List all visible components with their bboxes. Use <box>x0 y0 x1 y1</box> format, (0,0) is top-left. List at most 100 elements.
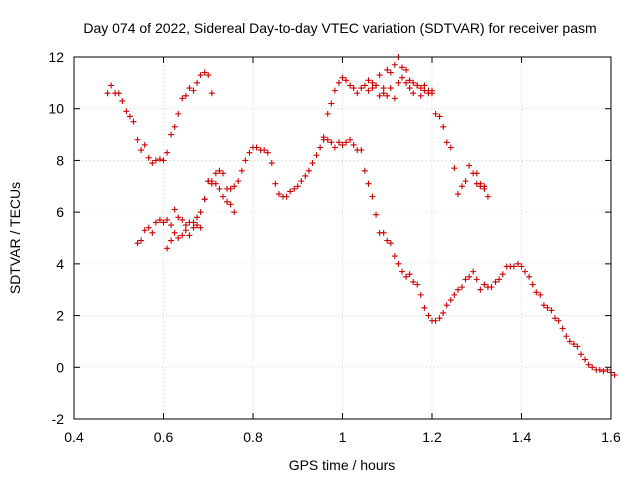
data-point <box>369 85 376 92</box>
data-point <box>194 222 201 229</box>
data-point <box>302 172 309 179</box>
data-point <box>443 139 450 146</box>
y-tick-label: 12 <box>48 49 64 65</box>
data-point <box>201 196 208 203</box>
data-point <box>253 144 260 151</box>
data-point <box>220 193 227 200</box>
data-point <box>208 180 215 187</box>
data-point <box>216 185 223 192</box>
data-point <box>484 193 491 200</box>
data-point <box>205 178 212 185</box>
data-point <box>305 167 312 174</box>
data-point <box>544 304 551 311</box>
data-point <box>462 178 469 185</box>
data-point <box>365 180 372 187</box>
data-point <box>134 136 141 143</box>
data-point <box>149 160 156 167</box>
series-sat-c <box>164 170 238 252</box>
data-point <box>179 95 186 102</box>
data-point <box>220 170 227 177</box>
data-point <box>343 77 350 84</box>
data-point <box>261 147 268 154</box>
data-point <box>387 69 394 76</box>
x-tick-label: 1.4 <box>512 429 532 445</box>
data-point <box>373 82 380 89</box>
data-point <box>403 79 410 86</box>
data-point <box>339 74 346 81</box>
data-point <box>410 278 417 285</box>
data-point <box>164 216 171 223</box>
data-point <box>533 289 540 296</box>
data-point <box>596 366 603 373</box>
data-point <box>324 136 331 143</box>
data-point <box>182 92 189 99</box>
data-point <box>403 66 410 73</box>
data-point <box>108 82 115 89</box>
data-point <box>331 87 338 94</box>
data-point <box>454 286 461 293</box>
data-point <box>399 74 406 81</box>
data-point <box>499 271 506 278</box>
data-point <box>369 79 376 86</box>
data-point <box>190 87 197 94</box>
data-point <box>212 170 219 177</box>
data-point <box>466 162 473 169</box>
y-tick-label: 4 <box>56 256 64 272</box>
data-point <box>350 141 357 148</box>
x-tick-label: 1.2 <box>422 429 442 445</box>
data-point <box>399 64 406 71</box>
data-point <box>164 149 171 156</box>
data-point <box>242 157 249 164</box>
data-point <box>227 201 234 208</box>
data-point <box>410 90 417 97</box>
data-point <box>361 82 368 89</box>
data-point <box>347 82 354 89</box>
data-point <box>197 209 204 216</box>
data-point <box>376 72 383 79</box>
data-point <box>458 284 465 291</box>
data-point <box>548 307 555 314</box>
data-point <box>481 281 488 288</box>
data-point <box>179 216 186 223</box>
data-point <box>600 368 607 375</box>
data-point <box>403 273 410 280</box>
plot-frame <box>73 56 612 420</box>
y-tick-labels: -2 0 2 4 6 8 10 12 <box>48 49 64 427</box>
data-point <box>458 183 465 190</box>
data-point <box>141 227 148 234</box>
data-point <box>358 85 365 92</box>
data-point <box>395 79 402 86</box>
data-point <box>432 110 439 117</box>
data-point <box>604 366 611 373</box>
data-point <box>436 113 443 120</box>
data-point <box>238 167 245 174</box>
series-sat-a <box>104 69 215 167</box>
data-point <box>190 219 197 226</box>
data-point <box>380 229 387 236</box>
data-point <box>361 167 368 174</box>
x-axis-label: GPS time / hours <box>289 457 396 473</box>
data-point <box>298 178 305 185</box>
data-point <box>231 183 238 190</box>
data-point <box>354 90 361 97</box>
data-point <box>126 113 133 120</box>
data-point <box>369 193 376 200</box>
data-point <box>384 237 391 244</box>
data-point <box>149 229 156 236</box>
data-point <box>406 77 413 84</box>
data-point <box>387 240 394 247</box>
data-point <box>268 160 275 167</box>
data-point <box>264 149 271 156</box>
data-point <box>466 273 473 280</box>
data-point <box>197 72 204 79</box>
data-point <box>529 281 536 288</box>
data-point <box>145 224 152 231</box>
data-point <box>399 268 406 275</box>
data-point <box>436 315 443 322</box>
data-point <box>522 268 529 275</box>
data-point <box>496 276 503 283</box>
data-point <box>168 222 175 229</box>
data-point <box>347 136 354 143</box>
y-tick-label: -2 <box>52 411 65 427</box>
data-point <box>421 304 428 311</box>
